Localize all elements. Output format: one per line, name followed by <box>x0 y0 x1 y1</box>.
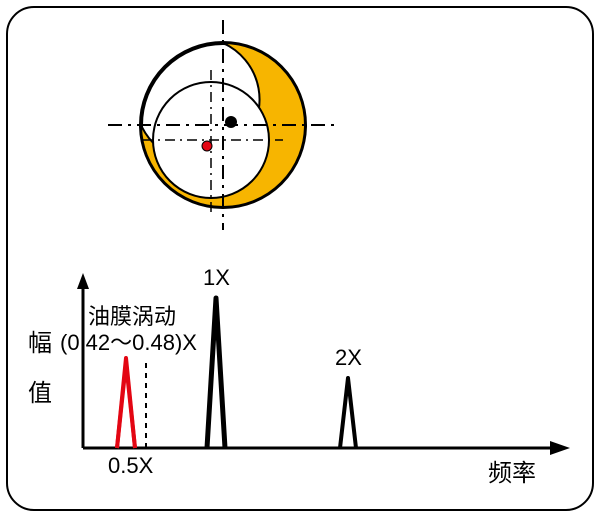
diagram-frame: 幅 值 油膜涡动 (0.42～0.48)X 1X 2X 0.5X 频率 <box>6 6 594 511</box>
x-axis-label: 频率 <box>488 453 536 488</box>
peak-1x <box>207 298 225 448</box>
y-axis-arrow-icon <box>77 273 89 289</box>
center-dot-black <box>225 116 237 128</box>
y-axis-label-2: 值 <box>28 373 52 408</box>
bearing-svg <box>103 20 343 230</box>
spectrum-plot: 幅 值 油膜涡动 (0.42～0.48)X 1X 2X 0.5X 频率 <box>28 263 588 503</box>
bearing-diagram <box>103 20 343 230</box>
peak-2x <box>340 378 356 448</box>
label-2x: 2X <box>335 345 362 371</box>
label-1x: 1X <box>203 265 230 291</box>
x-axis-arrow-icon <box>550 441 570 455</box>
whirl-label-line2: (0.42～0.48)X <box>60 325 197 357</box>
peak-whirl-fill <box>117 363 135 448</box>
center-dot-red <box>202 141 212 151</box>
tick-0_5x: 0.5X <box>108 453 153 479</box>
y-axis-label-1: 幅 <box>28 323 52 358</box>
